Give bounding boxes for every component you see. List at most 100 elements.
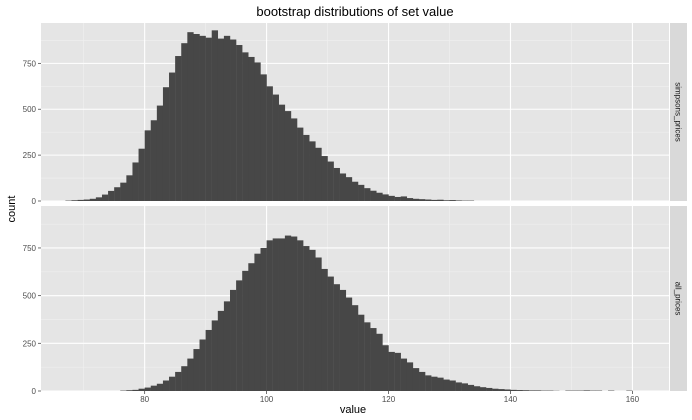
y-axis-title: count: [6, 196, 18, 223]
histogram-bar: [181, 43, 188, 202]
histogram-bar: [108, 190, 115, 201]
histogram-bar: [266, 86, 273, 201]
histogram-bar: [406, 198, 414, 201]
histogram-bar: [528, 390, 536, 391]
histogram-bar: [516, 390, 523, 391]
histogram-bar: [89, 198, 97, 201]
histogram-bar: [199, 339, 206, 391]
histogram-bar: [473, 386, 481, 391]
histogram-bar: [498, 389, 505, 391]
histogram-bar: [437, 199, 444, 201]
histogram-bar: [162, 380, 170, 391]
histogram-bar: [504, 389, 511, 391]
y-tick-label: 250: [23, 151, 37, 160]
histogram-bar: [461, 383, 468, 391]
histogram-bar: [284, 235, 292, 391]
x-tick-label: 120: [382, 395, 396, 404]
histogram-bar: [358, 184, 365, 201]
histogram-bar: [510, 389, 517, 391]
histogram-bar: [156, 383, 164, 391]
histogram-bar: [443, 379, 450, 391]
facet-strip-label: simpsons_prices: [674, 82, 683, 142]
histogram-bar: [120, 182, 127, 201]
histogram-bar: [150, 120, 158, 201]
chart-title: bootstrap distributions of set value: [256, 4, 453, 19]
y-tick-label: 750: [23, 59, 37, 68]
histogram-bar: [290, 236, 298, 391]
x-axis: 80 100 120 140 160: [140, 391, 640, 404]
histogram-bar: [260, 247, 267, 391]
histogram-bar: [254, 253, 261, 391]
histogram-bar: [388, 351, 395, 391]
histogram-bar: [419, 371, 426, 391]
histogram-bar: [144, 130, 151, 201]
histogram-bar: [162, 87, 170, 201]
histogram-bar: [266, 240, 273, 391]
facet-panel-2: 0 250 500 750 all_prices: [23, 206, 687, 396]
histogram-bar: [144, 387, 151, 391]
histogram-bar: [272, 238, 279, 391]
histogram-bar: [126, 390, 133, 391]
histogram-bar: [425, 375, 432, 391]
histogram-bar: [260, 74, 267, 201]
histogram-bar: [278, 104, 286, 201]
histogram-bar: [193, 34, 200, 201]
histogram-bar: [486, 387, 493, 391]
histogram-bar: [419, 199, 426, 201]
x-tick-label: 80: [140, 395, 149, 404]
histogram-bar: [83, 199, 90, 201]
histogram-bar: [443, 200, 450, 201]
histogram-bar: [333, 284, 340, 391]
histogram-bar: [388, 195, 395, 201]
y-tick-label: 250: [23, 339, 37, 348]
histogram-bar: [394, 352, 401, 391]
x-axis-title: value: [340, 404, 366, 416]
x-tick-label: 100: [260, 395, 274, 404]
histogram-bar: [290, 118, 298, 201]
histogram-bar: [230, 39, 237, 201]
histogram-bar: [351, 181, 359, 201]
y-tick-label: 750: [23, 244, 37, 253]
histogram-bar: [583, 390, 590, 391]
histogram-bar: [169, 72, 176, 202]
histogram-bar: [315, 147, 322, 201]
histogram-bar: [297, 240, 304, 391]
histogram-bar: [77, 199, 84, 201]
facet-panel-1: 0 250 500 750 simpsons_prices: [23, 23, 687, 206]
histogram-bar: [327, 161, 334, 201]
histogram-bar: [327, 276, 334, 391]
histogram-bar: [138, 148, 145, 201]
histogram-bar: [71, 200, 78, 201]
histogram-bar: [248, 263, 255, 391]
histogram-bar: [193, 349, 200, 391]
x-tick-label: 160: [626, 395, 640, 404]
histogram-bar: [272, 94, 279, 201]
histogram-bar: [217, 310, 225, 391]
histogram-bar: [211, 30, 219, 201]
histogram-bar: [382, 194, 389, 201]
histogram-bar: [309, 141, 316, 201]
histogram-bar: [455, 200, 462, 201]
histogram-bar: [315, 257, 322, 391]
histogram-bar: [187, 32, 194, 201]
histogram-bar: [449, 200, 456, 201]
histogram-bar: [333, 167, 340, 201]
facet-panels: 0 250 500 750 simpsons_prices 0 250 500 750 all_p…: [23, 23, 687, 396]
histogram-bar: [339, 289, 347, 391]
histogram-bar: [211, 320, 219, 391]
histogram-bar: [400, 358, 408, 391]
histogram-bar: [370, 190, 377, 201]
histogram-bar: [492, 388, 499, 391]
histogram-bar: [522, 390, 529, 391]
histogram-bar: [437, 377, 444, 391]
histogram-bar: [156, 105, 164, 201]
y-tick-label: 0: [32, 197, 37, 206]
histogram-bar: [358, 314, 365, 391]
facet-strip: [670, 23, 687, 201]
histogram-bar: [364, 322, 371, 391]
histogram-bar: [449, 380, 456, 391]
histogram-bar: [223, 35, 231, 201]
histogram-bar: [479, 387, 487, 391]
histogram-bar: [217, 38, 225, 202]
histogram-bar: [406, 362, 414, 391]
